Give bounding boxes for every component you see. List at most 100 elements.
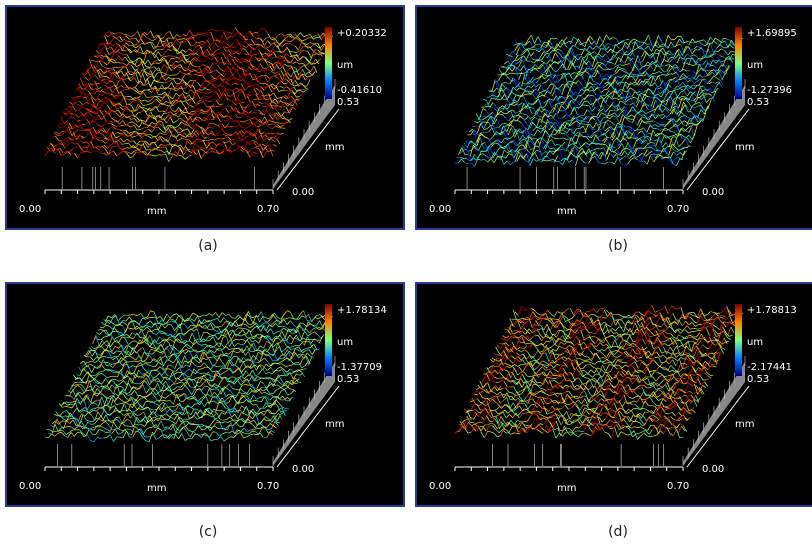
wire (459, 148, 462, 155)
wire (141, 128, 144, 129)
wire (186, 95, 189, 98)
wire (215, 87, 218, 88)
wire (69, 123, 72, 128)
wire (576, 100, 579, 105)
wire (274, 52, 277, 57)
wire (300, 90, 303, 92)
wire (184, 40, 187, 42)
wire (515, 39, 518, 46)
wire (641, 155, 644, 161)
wire (684, 121, 687, 123)
wire (638, 131, 641, 134)
wire (260, 99, 263, 100)
wire (228, 47, 231, 48)
wire (128, 64, 131, 65)
wire (161, 144, 164, 145)
wire (288, 96, 291, 98)
wire (131, 119, 134, 120)
wire (169, 115, 172, 117)
wire (189, 151, 192, 153)
wire (76, 101, 79, 102)
wire (237, 69, 240, 77)
wire (174, 113, 177, 115)
wire (660, 115, 663, 116)
wire (112, 59, 115, 62)
wire (113, 120, 116, 122)
wire (124, 139, 127, 142)
wire (617, 65, 620, 66)
wire (528, 86, 531, 88)
wire (162, 76, 165, 80)
wire (681, 90, 684, 92)
wire (496, 148, 499, 153)
wire (622, 124, 625, 127)
wire (588, 86, 591, 89)
wire (542, 95, 545, 96)
wire (636, 100, 639, 107)
wire (629, 155, 632, 159)
wire (92, 75, 95, 77)
wire (289, 82, 292, 85)
wire (135, 134, 138, 136)
wire (74, 110, 77, 115)
wire (195, 101, 198, 103)
wire (608, 115, 611, 116)
wire (121, 91, 124, 96)
wire (126, 153, 129, 158)
wire (655, 53, 658, 54)
wire (93, 54, 96, 55)
wire (576, 71, 579, 77)
wire (280, 66, 283, 69)
wire (605, 62, 608, 66)
wire (621, 75, 624, 78)
wire (245, 122, 248, 124)
wire (155, 122, 158, 124)
wire (631, 115, 634, 117)
wire (167, 112, 170, 113)
wire (271, 76, 274, 77)
wire (109, 43, 112, 46)
wire (543, 160, 546, 161)
wire (510, 162, 513, 165)
wire (472, 154, 475, 161)
wire (549, 140, 552, 142)
wire (112, 132, 115, 138)
wire (687, 92, 690, 96)
wire (103, 134, 106, 137)
wire (712, 72, 715, 76)
wire (629, 131, 632, 134)
wire (546, 125, 549, 130)
wire (281, 64, 284, 66)
wire (134, 90, 137, 92)
wire (654, 121, 657, 122)
wire (80, 87, 83, 90)
wire (465, 163, 468, 164)
depth-zero: 0.00 (292, 187, 314, 198)
wire (268, 70, 271, 72)
wire (247, 120, 250, 121)
wire (114, 37, 117, 40)
wire (499, 106, 502, 108)
wire (666, 64, 669, 66)
wire (158, 103, 161, 107)
wire (243, 48, 246, 50)
wire (634, 84, 637, 85)
wire (103, 80, 106, 84)
wire (75, 98, 78, 101)
wire (85, 78, 88, 81)
wire (157, 124, 160, 125)
wire (605, 109, 608, 112)
wire (101, 36, 104, 38)
wire (119, 56, 122, 61)
wire (602, 144, 605, 145)
wire (235, 28, 238, 33)
wire (517, 149, 520, 151)
wire (126, 85, 129, 89)
wire (110, 151, 113, 153)
wire (537, 57, 540, 62)
wire (634, 90, 637, 93)
wire (141, 110, 144, 112)
wire (519, 72, 522, 80)
wire (646, 153, 649, 156)
wire (264, 138, 267, 141)
